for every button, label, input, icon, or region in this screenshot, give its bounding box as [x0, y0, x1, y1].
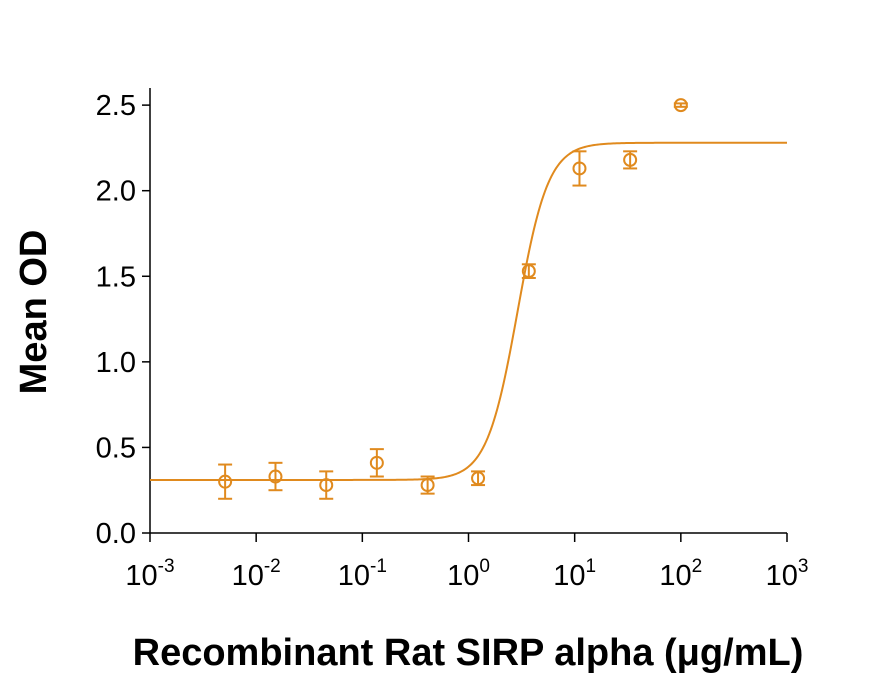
x-tick-label: 100: [447, 556, 490, 592]
point: [673, 98, 688, 113]
y-tick-label: 1.5: [96, 261, 136, 293]
error-bar: [572, 150, 587, 187]
point: [623, 152, 638, 167]
x-tick-label: 103: [766, 556, 809, 592]
y-tick-label: 2.0: [96, 176, 136, 208]
x-tick-exponent: -3: [158, 556, 175, 577]
point: [319, 478, 334, 493]
point: [471, 471, 486, 486]
point: [572, 161, 587, 176]
x-tick-label: 102: [659, 556, 702, 592]
x-tick-exponent: -1: [370, 556, 387, 577]
error-bar: [369, 448, 384, 478]
point: [420, 478, 435, 493]
y-tick-label: 0.5: [96, 432, 136, 464]
x-tick-exponent: 1: [586, 556, 597, 577]
x-tick-label: 10-3: [125, 556, 174, 592]
point: [218, 474, 233, 489]
fit-curve: [150, 141, 787, 481]
x-tick-base: 10: [232, 560, 264, 592]
x-tick-base: 10: [553, 560, 585, 592]
y-tick-label: 1.0: [96, 347, 136, 379]
point: [369, 455, 384, 470]
error-bar: [673, 102, 688, 108]
error-bar: [268, 461, 283, 492]
x-tick-base: 10: [338, 560, 370, 592]
x-tick-label: 10-2: [232, 556, 281, 592]
point: [268, 469, 283, 484]
error-bar: [218, 463, 233, 500]
y-tick-label: 2.5: [96, 90, 136, 122]
error-bar: [319, 470, 334, 500]
x-tick-base: 10: [447, 560, 479, 592]
x-tick-base: 10: [125, 560, 157, 592]
x-tick-base: 10: [766, 560, 798, 592]
x-axis-title: Recombinant Rat SIRP alpha (μg/mL): [133, 632, 804, 674]
x-tick-label: 10-1: [338, 556, 387, 592]
x-tick-exponent: 2: [692, 556, 703, 577]
x-tick-exponent: -2: [264, 556, 281, 577]
x-tick-label: 101: [553, 556, 596, 592]
y-axis-title: Mean OD: [13, 230, 55, 395]
y-tick-label: 0.0: [96, 518, 136, 550]
x-tick-exponent: 3: [798, 556, 809, 577]
point: [521, 264, 536, 279]
x-tick-base: 10: [659, 560, 691, 592]
x-tick-exponent: 0: [479, 556, 490, 577]
